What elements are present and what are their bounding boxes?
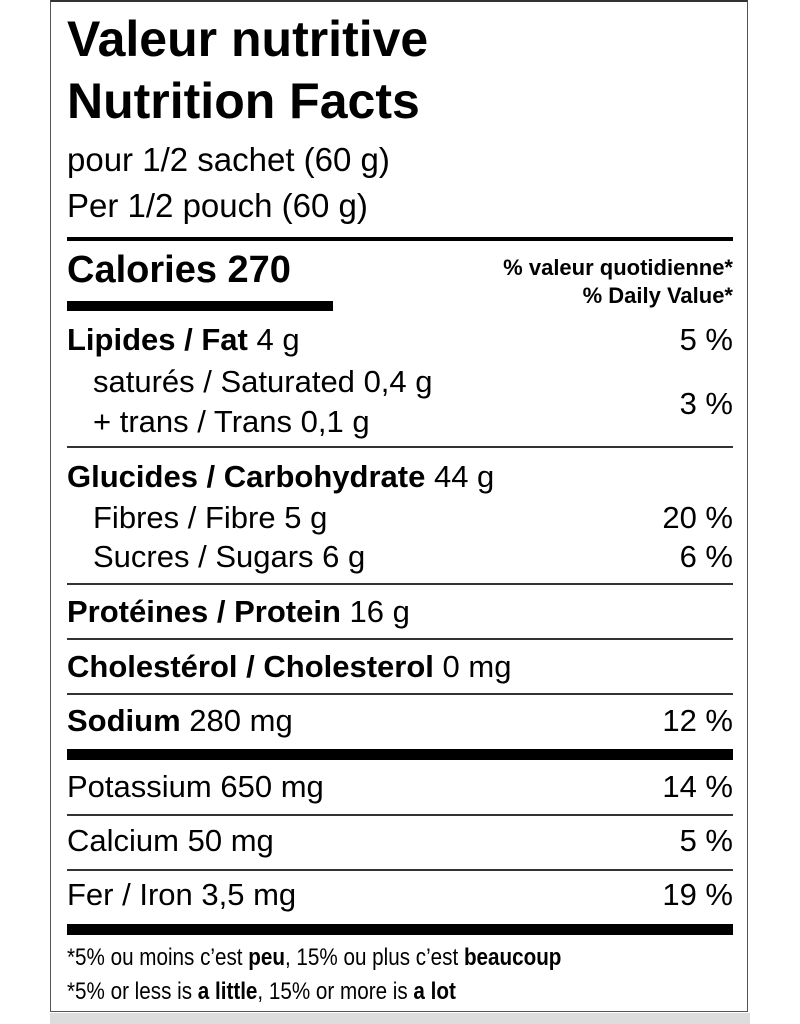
nutrition-facts-label: Valeur nutritive Nutrition Facts pour 1/… (50, 0, 748, 1012)
footnote-emphasis: beaucoup (463, 944, 562, 971)
carb-row: Glucides / Carbohydrate 44 g (67, 461, 494, 492)
iron-row: Fer / Iron 3,5 mg (67, 879, 296, 910)
fibre-amount: 5 g (284, 500, 328, 535)
protein-row: Protéines / Protein 16 g (67, 596, 410, 627)
cholesterol-label: Cholestérol / Cholesterol (67, 649, 434, 684)
iron-amount: 3,5 mg (201, 877, 297, 912)
calories-bar (67, 301, 333, 311)
sugars-label: Sucres / Sugars (93, 539, 314, 574)
saturated-row: saturés / Saturated 0,4 g (93, 366, 433, 397)
calcium-dv: 5 % (679, 823, 733, 858)
protein-label: Protéines / Protein (67, 594, 341, 629)
title-en: Nutrition Facts (67, 73, 420, 129)
thick-divider (67, 924, 733, 935)
divider (67, 814, 733, 816)
fat-label: Lipides / Fat (67, 322, 248, 357)
trans-label: + trans / Trans (93, 404, 293, 439)
fat-row: Lipides / Fat 4 g (67, 324, 300, 355)
serving-fr: pour 1/2 sachet (60 g) (67, 141, 390, 178)
fibre-label: Fibres / Fibre (93, 500, 276, 535)
footnote-text: , 15% ou plus c’est (284, 944, 464, 971)
sat-trans-dv: 3 % (679, 386, 733, 421)
potassium-label: Potassium (67, 769, 212, 804)
calcium-amount: 50 mg (187, 823, 274, 858)
sodium-label: Sodium (67, 703, 181, 738)
sugars-row: Sucres / Sugars 6 g (93, 541, 365, 572)
footnote-text: , 15% or more is (257, 978, 414, 1005)
footnote-en: *5% or less is a little, 15% or more is … (67, 980, 456, 1004)
saturated-label: saturés / Saturated (93, 364, 355, 399)
footnote-text: *5% or less is (67, 978, 198, 1005)
divider (67, 237, 733, 241)
dv-header: % valeur quotidienne* % Daily Value* (503, 254, 733, 309)
calories-value: 270 (227, 249, 291, 291)
divider (67, 869, 733, 871)
divider (67, 693, 733, 695)
carb-label: Glucides / Carbohydrate (67, 459, 426, 494)
footnote-emphasis: peu (248, 944, 285, 971)
potassium-row: Potassium 650 mg (67, 771, 324, 802)
calories-label: Calories (67, 249, 217, 291)
calcium-label: Calcium (67, 823, 179, 858)
dv-header-en: % Daily Value* (582, 282, 733, 308)
divider (67, 638, 733, 640)
iron-dv: 19 % (662, 877, 733, 912)
trans-amount: 0,1 g (300, 404, 370, 439)
sodium-row: Sodium 280 mg (67, 705, 293, 736)
sodium-amount: 280 mg (189, 703, 293, 738)
thick-divider (67, 749, 733, 760)
saturated-amount: 0,4 g (363, 364, 433, 399)
title-fr: Valeur nutritive (67, 11, 429, 67)
iron-label: Fer / Iron (67, 877, 193, 912)
footnote-emphasis: a little (197, 978, 258, 1005)
sugars-amount: 6 g (322, 539, 366, 574)
fat-dv: 5 % (679, 322, 733, 357)
trans-row: + trans / Trans 0,1 g (93, 406, 370, 437)
protein-amount: 16 g (349, 594, 410, 629)
fat-amount: 4 g (256, 322, 300, 357)
footnote-fr: *5% ou moins c’est peu, 15% ou plus c’es… (67, 946, 561, 970)
footnote-text: *5% ou moins c’est (67, 944, 249, 971)
label-shadow (50, 1013, 750, 1024)
dv-header-fr: % valeur quotidienne* (503, 255, 733, 280)
fibre-row: Fibres / Fibre 5 g (93, 502, 327, 533)
footnote-emphasis: a lot (413, 978, 456, 1005)
divider (67, 583, 733, 585)
sugars-dv: 6 % (679, 539, 733, 574)
calcium-row: Calcium 50 mg (67, 825, 274, 856)
serving-en: Per 1/2 pouch (60 g) (67, 187, 368, 224)
fibre-dv: 20 % (662, 500, 733, 535)
divider (67, 446, 733, 448)
sodium-dv: 12 % (662, 703, 733, 738)
potassium-dv: 14 % (662, 769, 733, 804)
cholesterol-row: Cholestérol / Cholesterol 0 mg (67, 651, 511, 682)
carb-amount: 44 g (433, 459, 495, 494)
potassium-amount: 650 mg (220, 769, 324, 804)
calories: Calories 270 (67, 251, 291, 289)
cholesterol-amount: 0 mg (442, 649, 512, 684)
